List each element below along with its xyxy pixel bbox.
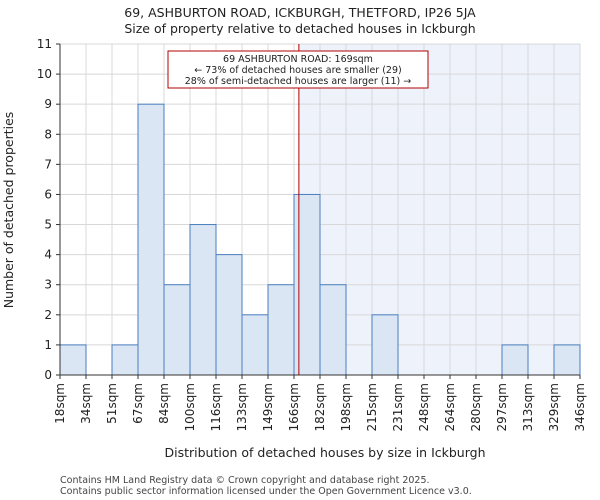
x-tick-label: 84sqm — [157, 383, 171, 424]
bar-182sqm — [319, 284, 347, 376]
bar-133sqm — [241, 314, 269, 376]
x-tick-label: 264sqm — [443, 383, 457, 431]
footer-line-2: Contains public sector information licen… — [60, 486, 472, 497]
chart-title: 69, ASHBURTON ROAD, ICKBURGH, THETFORD, … — [124, 5, 476, 20]
x-tick-label: 198sqm — [339, 383, 353, 431]
bar-297sqm — [501, 344, 529, 376]
bar-329sqm — [553, 344, 581, 376]
x-tick-label: 313sqm — [521, 383, 535, 431]
y-tick-label: 6 — [44, 187, 52, 201]
y-tick-label: 0 — [44, 368, 52, 382]
annotation-line-2: ← 73% of detached houses are smaller (29… — [194, 65, 401, 76]
bar-67sqm — [137, 103, 165, 376]
x-tick-label: 329sqm — [547, 383, 561, 431]
y-tick-label: 3 — [44, 278, 52, 292]
bar-51sqm — [111, 344, 139, 376]
x-tick-label: 100sqm — [183, 383, 197, 431]
x-tick-label: 297sqm — [495, 383, 509, 431]
y-tick-label: 8 — [44, 127, 52, 141]
bar-84sqm — [163, 284, 191, 376]
x-tick-label: 18sqm — [53, 383, 67, 424]
bar-18sqm — [59, 344, 87, 376]
x-tick-label: 280sqm — [469, 383, 483, 431]
chart-subtitle: Size of property relative to detached ho… — [124, 21, 475, 36]
y-tick-label: 1 — [44, 338, 52, 352]
x-tick-label: 166sqm — [287, 383, 301, 431]
x-tick-label: 51sqm — [105, 383, 119, 424]
footer-line-1: Contains HM Land Registry data © Crown c… — [60, 475, 430, 486]
bar-149sqm — [267, 284, 295, 376]
x-tick-label: 215sqm — [365, 383, 379, 431]
bar-100sqm — [189, 224, 217, 376]
plot-area: 0 1 2 3 4 5 6 7 8 9 10 11 18sqm 34sqm 51sqm 67sqm 84sqm 1… — [37, 37, 587, 431]
x-tick-label: 182sqm — [313, 383, 327, 431]
annotation-line-1: 69 ASHBURTON ROAD: 169sqm — [223, 54, 373, 65]
bar-166sqm — [293, 193, 321, 376]
x-tick-label: 248sqm — [417, 383, 431, 431]
x-tick-label: 149sqm — [261, 383, 275, 431]
x-axis-label: Distribution of detached houses by size … — [165, 445, 486, 460]
x-tick-label: 231sqm — [391, 383, 405, 431]
y-tick-label: 7 — [44, 157, 52, 171]
bar-215sqm — [371, 314, 399, 376]
y-axis-label: Number of detached properties — [1, 112, 16, 309]
y-tick-label: 4 — [44, 248, 52, 262]
x-tick-label: 34sqm — [79, 383, 93, 424]
y-tick-label: 2 — [44, 308, 52, 322]
y-tick-label: 11 — [37, 37, 52, 51]
x-tick-label: 133sqm — [235, 383, 249, 431]
x-tick-label: 67sqm — [131, 383, 145, 424]
x-tick-label: 346sqm — [573, 383, 587, 431]
x-tick-label: 116sqm — [209, 383, 223, 431]
bar-116sqm — [215, 254, 243, 376]
annotation-box — [167, 50, 429, 89]
annotation-line-3: 28% of semi-detached houses are larger (… — [185, 76, 412, 87]
y-tick-label: 10 — [37, 67, 52, 81]
y-tick-label: 5 — [44, 218, 52, 232]
y-tick-label: 9 — [44, 97, 52, 111]
